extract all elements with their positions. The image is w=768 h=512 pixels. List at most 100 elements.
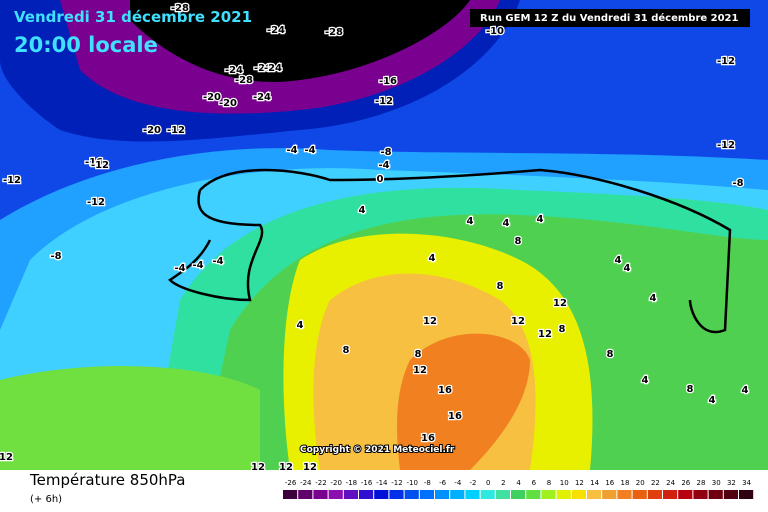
- map-label: -8: [50, 251, 61, 262]
- map-label: -12: [717, 140, 735, 151]
- scale-swatch: [374, 490, 389, 499]
- scale-swatch: [708, 490, 723, 499]
- map-label: -20: [219, 98, 237, 109]
- map-label: -4: [192, 260, 203, 271]
- scale-swatch: [739, 490, 754, 499]
- scale-swatch: [617, 490, 632, 499]
- scale-swatch: [556, 490, 571, 499]
- map-label: -28: [235, 75, 253, 86]
- scale-swatch: [571, 490, 586, 499]
- map-label: 4: [615, 255, 622, 266]
- scale-swatch: [647, 490, 662, 499]
- scale-swatch: [632, 490, 647, 499]
- scale-label: 16: [605, 479, 614, 487]
- scale-swatch: [298, 490, 313, 499]
- date: Vendredi 31 décembre 2021: [14, 8, 252, 26]
- scale-label: 22: [651, 479, 660, 487]
- map-label: -24: [253, 92, 271, 103]
- map-label: -24: [225, 65, 243, 76]
- scale-label: 10: [560, 479, 569, 487]
- run-box: [470, 9, 750, 27]
- scale-label: -14: [376, 479, 388, 487]
- scale-label: -20: [330, 479, 341, 487]
- map-label: 8: [415, 349, 422, 360]
- scale-swatch: [511, 490, 526, 499]
- legend-title: Température 850hPa: [29, 471, 186, 489]
- scale-label: -6: [439, 479, 447, 487]
- map-label: -4: [378, 160, 389, 171]
- map-label: 16: [448, 411, 462, 422]
- scale-swatch: [526, 490, 541, 499]
- map-label: 4: [297, 320, 304, 331]
- scale-swatch: [480, 490, 495, 499]
- scale-swatch: [587, 490, 602, 499]
- map-label: 4: [742, 385, 749, 396]
- map-label: 16: [438, 385, 452, 396]
- map-label: 4: [624, 263, 631, 274]
- map-label: -4: [286, 145, 297, 156]
- scale-label: -12: [391, 479, 402, 487]
- scale-label: 32: [727, 479, 736, 487]
- map-label: -12: [375, 96, 393, 107]
- scale-swatch: [404, 490, 419, 499]
- map-labels: -28-24 -28-26-24-28-20 -24-20-24-16-12-20-…: [0, 2, 750, 475]
- map-label: -8: [732, 178, 743, 189]
- scale-swatch: [723, 490, 738, 499]
- scale-label: -18: [346, 479, 357, 487]
- map-label: 12: [538, 329, 552, 340]
- time: 20:00 locale: [14, 33, 158, 57]
- scale-swatch: [465, 490, 480, 499]
- map-label: -8: [380, 147, 391, 158]
- scale-swatch: [450, 490, 465, 499]
- map-label: 8: [497, 281, 504, 292]
- scale-label: -8: [424, 479, 431, 487]
- scale-label: -16: [361, 479, 373, 487]
- scale-swatch: [602, 490, 617, 499]
- map-label: -10: [486, 26, 504, 37]
- scale-swatch: [389, 490, 404, 499]
- scale-swatch: [313, 490, 328, 499]
- scale-label: 0: [486, 479, 490, 487]
- scale-label: 18: [621, 479, 630, 487]
- scale-swatch: [359, 490, 374, 499]
- scale-label: -24: [300, 479, 312, 487]
- map-label: 8: [559, 324, 566, 335]
- map-label: -8: [50, 251, 61, 262]
- scale-label: -4: [454, 479, 462, 487]
- map-label: 8: [607, 349, 614, 360]
- scale-label: -22: [315, 479, 326, 487]
- map-label: -12: [167, 125, 185, 136]
- scale-swatch: [328, 490, 343, 499]
- map-label: -12: [91, 160, 109, 171]
- scale-swatch: [283, 490, 298, 499]
- map-label: 12: [251, 462, 265, 473]
- map-label: 12: [511, 316, 525, 327]
- map-label: -4: [212, 256, 223, 267]
- map-label: -24: [267, 25, 285, 36]
- map-label: -16: [379, 76, 397, 87]
- map-label: -28: [171, 3, 189, 14]
- legend-subtitle: (+ 6h): [30, 494, 62, 505]
- map-label: -20: [143, 125, 161, 136]
- scale-swatch: [343, 490, 358, 499]
- map-label: -12: [717, 56, 735, 67]
- scale-label: 14: [590, 479, 599, 487]
- scale-label: 30: [712, 479, 721, 487]
- map-label: 4: [650, 293, 657, 304]
- scale-label: 8: [547, 479, 551, 487]
- scale-label: 24: [666, 479, 675, 487]
- map-label: 8: [343, 345, 350, 356]
- scale-label: 12: [575, 479, 584, 487]
- map-label: 12: [413, 365, 427, 376]
- map-label: 0: [377, 174, 384, 185]
- scale-swatch: [495, 490, 510, 499]
- color-scale: -26 -24 -22 -20 -18 -16 -14 -12 -10 -8 -6 -4 -2 0 2 4 6 8…: [283, 479, 754, 499]
- run-info: Run GEM 12 Z du Vendredi 31 décembre 202…: [480, 12, 739, 24]
- map-label: -4: [174, 263, 185, 274]
- scale-label: -10: [406, 479, 417, 487]
- scale-label: 20: [636, 479, 645, 487]
- scale-swatch: [419, 490, 434, 499]
- scale-label: 26: [681, 479, 690, 487]
- scale-label: -2: [470, 479, 477, 487]
